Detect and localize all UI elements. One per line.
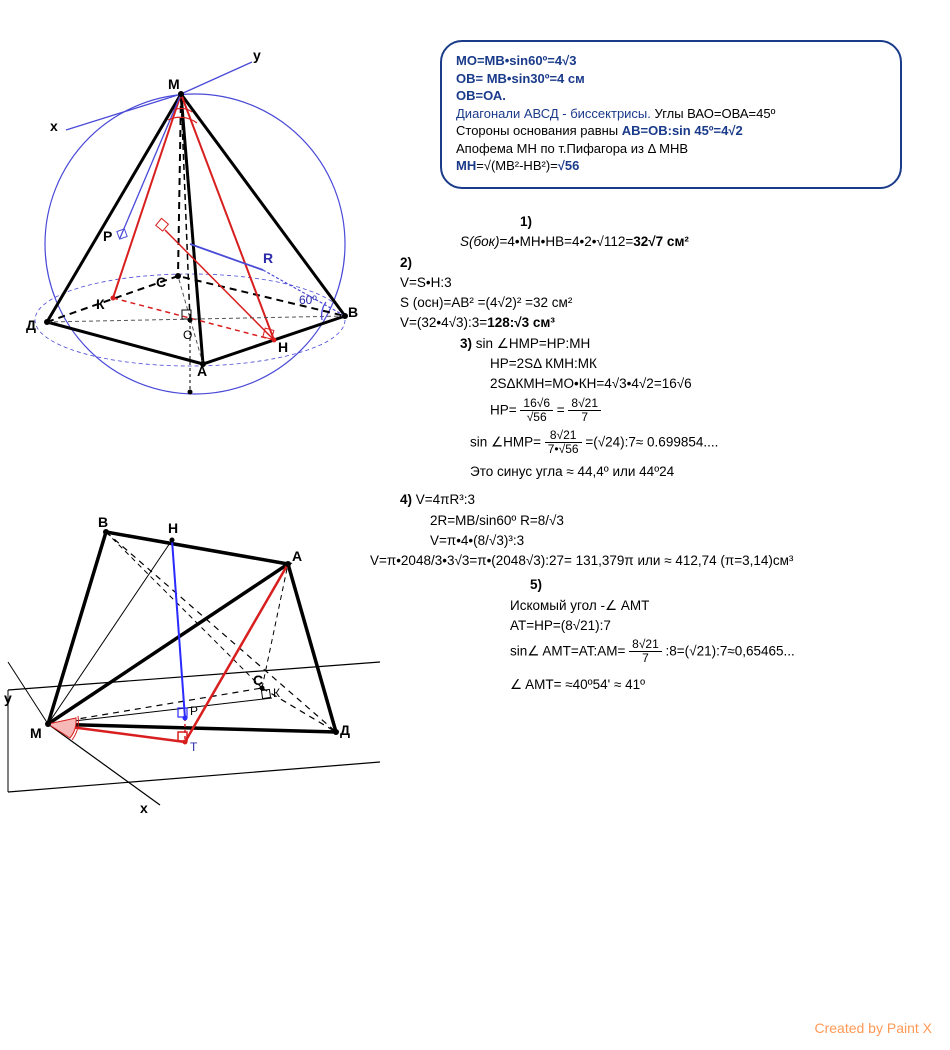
s2a: V=S•H:3 — [400, 273, 940, 293]
s3d-pre: HP= — [490, 403, 520, 418]
lblb-x: x — [140, 800, 148, 816]
s1: S(бок)=4•МН•НВ=4•2•√112=32√7 см² — [460, 234, 689, 249]
s3c: 2SΔКМН=МО•КН=4√3•4√2=16√6 — [490, 374, 940, 394]
box-l6: Апофема МН по т.Пифагора из Δ МНВ — [456, 140, 886, 158]
lbl-K: К — [96, 296, 105, 312]
s5c-pre: sin∠ AMT=AT:AM= — [510, 643, 629, 658]
box-l3: ОВ=ОА. — [456, 88, 506, 103]
box-l4a: Диагонали АВСД - биссектрисы. — [456, 106, 655, 121]
box-l7a: МН — [456, 158, 476, 173]
lbl-H: Н — [278, 339, 288, 355]
lblb-T: Т — [190, 740, 197, 754]
lbl-D: Д — [26, 317, 36, 333]
s2c: V=(32•4√3):3=128:√3 см³ — [400, 315, 555, 330]
lbl-P: P — [103, 228, 112, 244]
box-l1: МО=МВ•sin60º=4√3 — [456, 52, 886, 70]
bottom-diagram — [0, 490, 400, 820]
s4c: V=π•4•(8/√3)³:3 — [430, 531, 940, 551]
s3d-f2: 8√217 — [568, 397, 601, 424]
lbl-R: R — [263, 250, 273, 266]
s3f: Это синус угла ≈ 44,4º или 44º24 — [470, 462, 940, 482]
top-diagram — [0, 20, 420, 420]
lbl-B: В — [348, 304, 358, 320]
lblb-D: Д — [340, 722, 350, 738]
s5c-post: :8=(√21):7≈0,65465... — [666, 643, 795, 658]
givens-box: МО=МВ•sin60º=4√3 ОВ= МВ•sin30º=4 см ОВ=О… — [440, 40, 902, 189]
watermark: Created by Paint X — [814, 1020, 932, 1036]
s3l: 3) — [460, 336, 472, 351]
lblb-B: В — [98, 514, 108, 530]
lblb-P: Р — [190, 704, 198, 718]
s4l: 4) — [400, 492, 412, 507]
s5d: ∠ AMT= ≈40º54' ≈ 41º — [510, 675, 940, 695]
lblb-H: Н — [168, 520, 178, 536]
s3b: HP=2SΔ КМН:МК — [490, 354, 940, 374]
box-l5a: Стороны основания равны — [456, 123, 622, 138]
s5a: Искомый угол -∠ АМТ — [510, 596, 940, 616]
lblb-y: y — [4, 690, 12, 706]
s4b: 2R=MB/sin60º R=8/√3 — [430, 511, 940, 531]
lbl-x: x — [50, 118, 58, 134]
lbl-y: y — [253, 47, 261, 63]
lbl-O: О — [183, 328, 192, 342]
box-l7b: =√(МВ²-НВ²)= — [476, 158, 558, 173]
lblb-A: А — [292, 548, 302, 564]
s2b: S (осн)=АВ² =(4√2)² =32 см² — [400, 293, 940, 313]
box-l4b: Углы ВАО=ОВА=45º — [655, 106, 776, 121]
box-l5b: АВ=ОВ:sin 45º=4√2 — [622, 123, 743, 138]
s3e-f: 8√217•√56 — [545, 429, 582, 456]
s3d-f1: 16√6√56 — [520, 397, 553, 424]
box-l2: ОВ= МВ•sin30º=4 см — [456, 71, 585, 86]
lblb-M: М — [30, 725, 42, 741]
s3e-post: =(√24):7≈ 0.699854.... — [585, 434, 718, 449]
s3a: sin ∠HMP=HP:MH — [472, 336, 590, 351]
lbl-C: С — [156, 274, 166, 290]
lbl-M: M — [168, 76, 180, 92]
lbl-A: А — [197, 363, 207, 379]
lblb-K: К — [273, 686, 280, 700]
s2l: 2) — [400, 255, 412, 270]
solution-block: 1) S(бок)=4•МН•НВ=4•2•√112=32√7 см² 2) V… — [400, 212, 940, 696]
s4d: V=π•2048/3•3√3=π•(2048√3):27= 131,379π и… — [370, 551, 940, 571]
s3e-pre: sin ∠HMP= — [470, 434, 545, 449]
s5c-f: 8√217 — [629, 638, 662, 665]
s4a: V=4πR³:3 — [412, 492, 475, 507]
lbl-60: 60º — [299, 293, 317, 307]
lblb-C: С — [253, 672, 263, 688]
s5l: 5) — [530, 577, 542, 592]
s3d-eq: = — [557, 403, 569, 418]
s1l: 1) — [520, 214, 532, 229]
s5b: АТ=НР=(8√21):7 — [510, 616, 940, 636]
box-l7c: √56 — [558, 158, 580, 173]
